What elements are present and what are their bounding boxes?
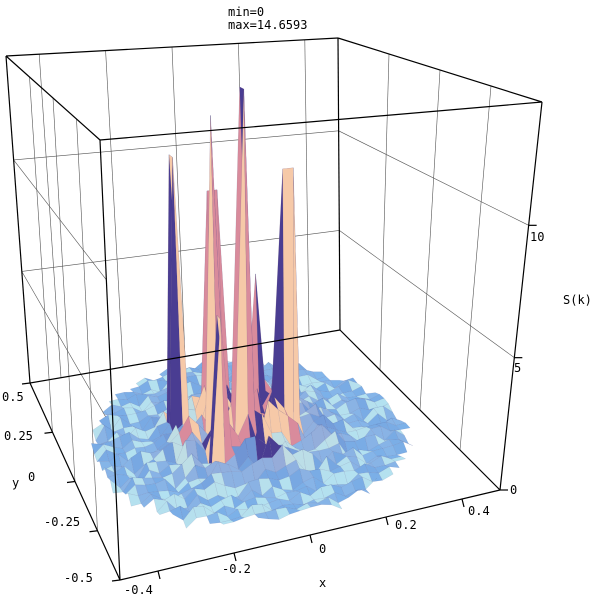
- box-edge: [5, 37, 339, 57]
- x-tick-mark: [461, 498, 465, 508]
- surface-patch: [355, 488, 370, 494]
- surface-patch: [392, 441, 408, 456]
- y-tick-label: -0.25: [44, 515, 80, 529]
- box-edge: [99, 139, 121, 581]
- y-tick-mark: [111, 579, 121, 582]
- surface-patch: [384, 461, 400, 468]
- grid-line: [379, 53, 390, 371]
- z-tick-label: 10: [530, 230, 544, 244]
- grid-line: [29, 76, 53, 433]
- surface-patch: [270, 168, 285, 416]
- surface-mesh: [91, 86, 413, 529]
- surface-patch: [316, 376, 331, 383]
- y-tick-label: 0: [28, 470, 35, 484]
- x-tick-mark: [309, 534, 313, 544]
- grid-line: [338, 130, 529, 226]
- x-tick-mark: [233, 552, 237, 562]
- grid-lines: [13, 39, 529, 531]
- x-axis-label: x: [319, 576, 326, 590]
- box-edge: [5, 55, 31, 384]
- surface-patch: [378, 466, 394, 481]
- grid-line: [38, 54, 62, 378]
- y-axis-label: y: [12, 476, 19, 490]
- y-tick-mark: [44, 431, 53, 434]
- grid-line: [52, 97, 76, 482]
- x-tick-mark: [157, 570, 161, 580]
- surface-patch: [398, 439, 413, 446]
- surface-patch: [365, 392, 381, 400]
- surface-patch: [390, 456, 407, 462]
- x-tick-mark: [385, 516, 389, 526]
- y-tick-label: 0.5: [2, 390, 24, 404]
- surface-patch: [282, 167, 294, 436]
- bounding-box: [5, 37, 543, 582]
- surface-patch: [351, 386, 367, 397]
- box-edge: [337, 37, 341, 331]
- surface-patch: [362, 476, 377, 490]
- y-tick-mark: [89, 530, 98, 533]
- z-tick-label: 0: [510, 483, 517, 497]
- x-tick-label: 0.2: [395, 518, 417, 532]
- surface-patch: [391, 417, 407, 426]
- grid-line: [171, 46, 186, 357]
- surface-patch: [327, 496, 343, 510]
- grid-line: [339, 230, 515, 358]
- title-min: min=0: [228, 5, 264, 19]
- x-tick-label: -0.2: [222, 562, 251, 576]
- surface-patch: [395, 422, 411, 430]
- surface-patch: [343, 377, 358, 384]
- y-tick-mark: [66, 480, 76, 484]
- y-tick-label: -0.5: [64, 571, 93, 585]
- box-edge: [5, 55, 101, 141]
- box-edge: [339, 329, 501, 491]
- x-tick-label: 0.4: [468, 504, 490, 518]
- surface-patch: [369, 394, 385, 403]
- grid-line: [304, 39, 310, 336]
- grid-line: [13, 159, 107, 281]
- box-edge: [29, 329, 341, 384]
- grid-line: [105, 50, 124, 368]
- grid-line: [419, 69, 441, 411]
- title-max: max=14.6593: [228, 18, 307, 32]
- grid-line: [21, 271, 114, 431]
- grid-line: [459, 85, 492, 451]
- x-tick-label: 0: [319, 542, 326, 556]
- box-edge: [337, 37, 543, 103]
- z-tick-label: 5: [514, 361, 521, 375]
- y-tick-mark: [21, 382, 31, 385]
- grid-line: [76, 118, 98, 531]
- grid-line: [13, 130, 339, 161]
- z-axis-label: S(k): [563, 293, 592, 307]
- box-edge: [99, 101, 543, 141]
- box-edge: [499, 101, 543, 491]
- surface-patch: [394, 429, 409, 444]
- y-tick-label: 0.25: [4, 429, 33, 443]
- x-tick-label: -0.4: [124, 583, 153, 597]
